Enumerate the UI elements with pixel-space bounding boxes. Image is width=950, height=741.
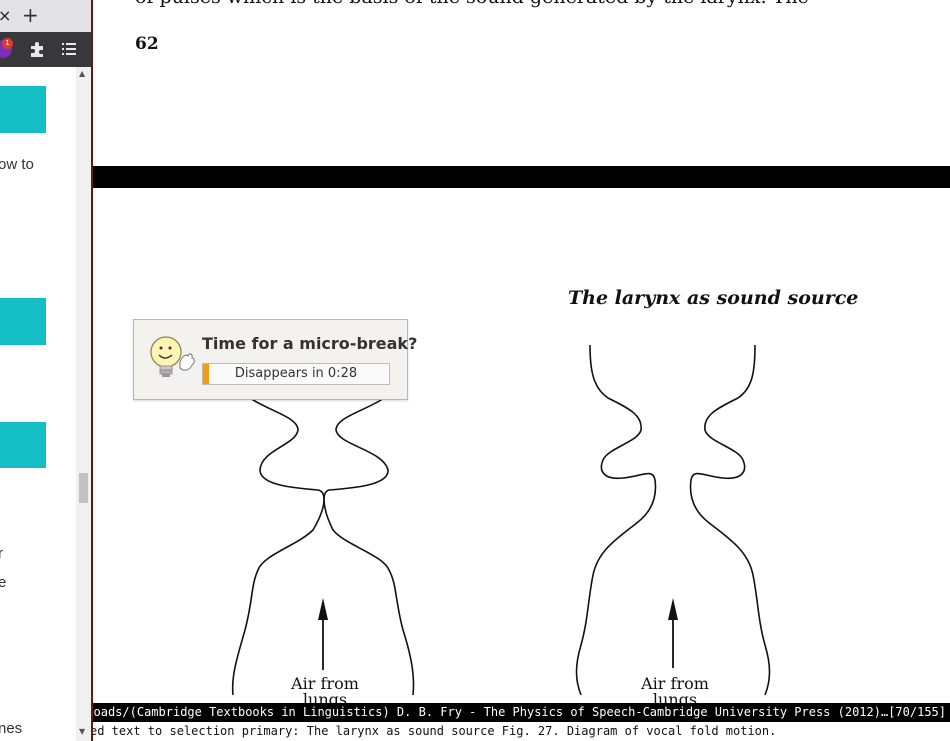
tab-bar: × + — [0, 0, 91, 32]
sidebar-text-fragment: r — [0, 545, 3, 562]
airflow-arrow-right — [668, 598, 678, 668]
vocal-fold-diagram — [231, 344, 771, 696]
sidebar-text-fragment: nes — [0, 720, 23, 737]
sidebar-scrollbar[interactable]: ▲ ▼ — [76, 67, 91, 741]
scroll-up-arrow-icon[interactable]: ▲ — [79, 69, 86, 78]
sidebar-text-fragment: ow to — [0, 156, 34, 173]
teal-button-1[interactable] — [0, 86, 46, 133]
page-text-line: of pulses which is the basis of the soun… — [135, 0, 809, 8]
sidebar-page-content: ow to r e nes — [0, 67, 76, 741]
scrollbar-thumb[interactable] — [79, 473, 88, 503]
countdown-text: Disappears in 0:28 — [234, 366, 358, 381]
extension-badge: 1 — [2, 38, 13, 49]
larynx-closed-drawing — [231, 344, 415, 696]
browser-toolbar: 1 — [0, 32, 91, 67]
status-message: ed text to selection primary: The larynx… — [93, 724, 777, 738]
lightbulb-mascot-icon — [150, 336, 195, 377]
larynx-open-drawing — [575, 344, 771, 696]
page-number: 62 — [135, 34, 159, 54]
airflow-arrow-left — [318, 598, 328, 670]
file-path-text: ownloads/(Cambridge Textbooks in Linguis… — [93, 705, 889, 719]
browser-side-panel: × + 1 ow to r e nes ▲ ▼ — [0, 0, 91, 741]
page-separator — [93, 166, 950, 188]
progress-fill — [203, 364, 209, 384]
popup-title: Time for a micro-break? — [202, 334, 418, 353]
window-divider[interactable] — [91, 0, 93, 741]
new-tab-button[interactable]: + — [22, 3, 39, 27]
page-indicator: [70/155] — [888, 705, 946, 719]
countdown-progress-bar: Disappears in 0:28 — [202, 363, 390, 385]
sidebar-text-fragment: e — [0, 574, 7, 591]
figure-title: The larynx as sound source — [568, 287, 859, 309]
close-tab-icon[interactable]: × — [0, 6, 12, 25]
message-line: ed text to selection primary: The larynx… — [93, 722, 950, 741]
teal-button-3[interactable] — [0, 422, 46, 468]
file-path: ownloads/(Cambridge Textbooks in Linguis… — [93, 703, 946, 722]
status-bar: ownloads/(Cambridge Textbooks in Linguis… — [93, 703, 950, 722]
extensions-puzzle-icon[interactable] — [28, 40, 46, 58]
scroll-down-arrow-icon[interactable]: ▼ — [79, 727, 86, 736]
micro-break-notification[interactable]: Time for a micro-break? Disappears in 0:… — [133, 319, 417, 400]
teal-button-2[interactable] — [0, 298, 46, 345]
menu-icon[interactable] — [62, 41, 76, 57]
